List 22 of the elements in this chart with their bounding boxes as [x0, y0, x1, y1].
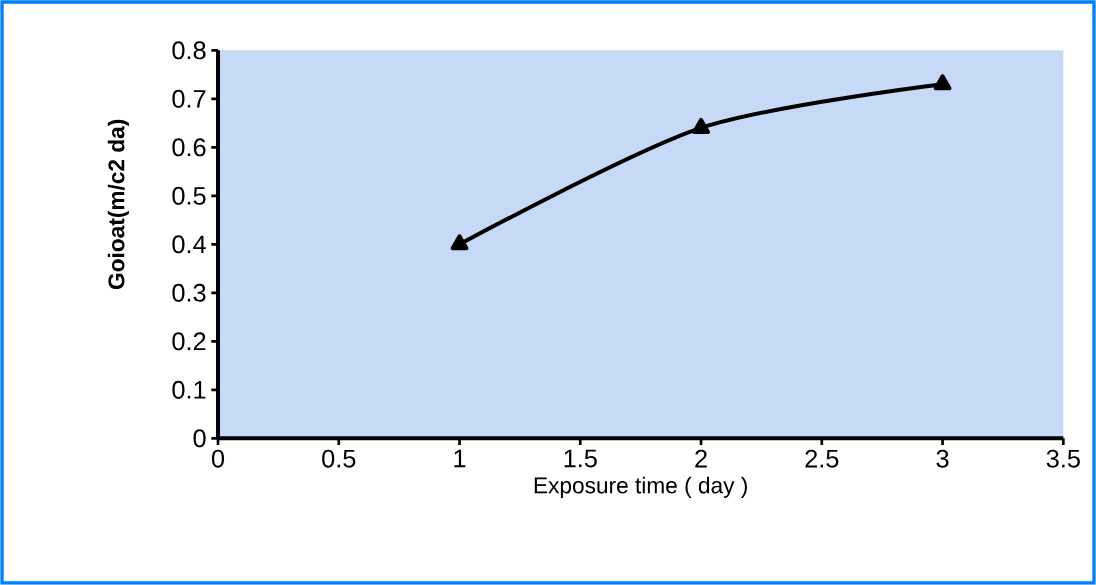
y-tick-label: 0.2	[172, 332, 206, 351]
point	[933, 74, 952, 91]
x-tick-label: 2.5	[805, 449, 839, 468]
point	[450, 234, 469, 251]
x-tick-label: 3	[936, 449, 949, 468]
y-tick-label: 0.1	[172, 380, 206, 399]
y-tick-label: 0.6	[172, 138, 206, 157]
x-tick-label: 0.5	[322, 449, 356, 468]
y-tick-label: 0	[193, 429, 206, 448]
x-tick-label: 1.5	[564, 449, 597, 468]
y-tick-label: 0.7	[172, 89, 206, 108]
y-tick-label: 0.4	[172, 235, 206, 254]
x-tick-label: 2	[695, 449, 707, 468]
y-tick-label: 0.5	[172, 186, 206, 205]
x-tick-label: 0	[211, 449, 225, 468]
x-tick-label: 3.5	[1046, 449, 1080, 468]
y-tick-label: 0.8	[172, 41, 206, 60]
y-axis-title: Goioat(m/c2 da)	[107, 119, 129, 290]
point	[692, 117, 710, 134]
y-tick-label: 0.3	[172, 283, 206, 302]
x-axis-title: Exposure time ( day )	[534, 476, 747, 498]
x-tick-label: 1	[454, 449, 466, 468]
